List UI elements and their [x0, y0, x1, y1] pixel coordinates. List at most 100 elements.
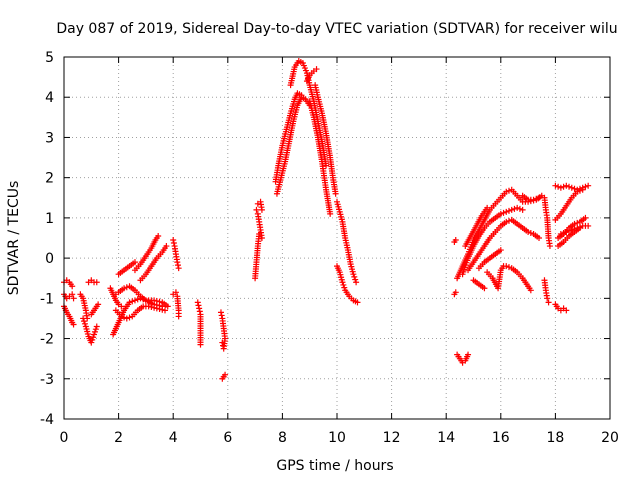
- x-tick-label: 18: [546, 430, 564, 446]
- data-point: [465, 351, 472, 358]
- data-point: [544, 295, 551, 302]
- data-point: [568, 184, 575, 191]
- data-point: [545, 299, 552, 306]
- data-point: [218, 312, 225, 319]
- data-point: [571, 225, 578, 232]
- data-point: [88, 339, 95, 346]
- data-point: [70, 321, 77, 328]
- data-point: [196, 308, 203, 315]
- data-point: [220, 345, 227, 352]
- data-point: [557, 230, 564, 237]
- data-point: [484, 204, 491, 211]
- data-point: [172, 289, 179, 296]
- data-point: [118, 313, 125, 320]
- y-tick-label: 0: [45, 251, 54, 267]
- data-point: [194, 299, 201, 306]
- x-tick-label: 6: [223, 430, 232, 446]
- data-point: [497, 210, 504, 217]
- data-point: [576, 223, 583, 230]
- data-point: [121, 285, 128, 292]
- data-point: [175, 265, 182, 272]
- data-point: [574, 188, 581, 195]
- data-point: [217, 309, 224, 316]
- y-tick-label: -1: [40, 291, 54, 307]
- data-point: [452, 289, 459, 296]
- data-point: [582, 183, 589, 190]
- data-point: [69, 283, 76, 290]
- data-point: [527, 229, 534, 236]
- data-point: [123, 315, 130, 322]
- data-point: [519, 206, 526, 213]
- data-point: [170, 237, 177, 244]
- x-axis-label: GPS time / hours: [276, 458, 393, 474]
- x-tick-label: 8: [278, 430, 287, 446]
- x-tick-label: 4: [169, 430, 178, 446]
- data-point: [196, 305, 203, 312]
- data-point: [552, 182, 559, 189]
- data-point: [503, 263, 510, 270]
- data-point: [352, 276, 359, 283]
- data-point: [525, 228, 532, 235]
- data-point: [503, 208, 510, 215]
- data-point: [258, 206, 265, 213]
- data-point: [500, 209, 507, 216]
- data-point: [585, 222, 592, 229]
- data-point: [151, 304, 158, 311]
- data-point: [574, 219, 581, 226]
- data-point: [222, 371, 229, 378]
- data-point: [219, 339, 226, 346]
- data-point: [505, 207, 512, 214]
- data-point: [134, 296, 141, 303]
- data-point: [253, 206, 260, 213]
- data-point: [162, 307, 169, 314]
- data-point: [339, 279, 346, 286]
- data-point: [174, 259, 181, 266]
- y-tick-label: -2: [40, 332, 54, 348]
- data-point: [353, 279, 360, 286]
- grid-lines: [64, 57, 610, 419]
- data-point: [131, 259, 138, 266]
- data-point: [530, 196, 537, 203]
- data-point: [170, 240, 177, 247]
- data-point: [80, 315, 87, 322]
- data-point: [93, 279, 100, 286]
- data-point: [258, 235, 265, 241]
- data-point: [497, 247, 504, 254]
- data-point: [571, 220, 578, 227]
- data-point: [557, 184, 564, 191]
- data-point: [566, 183, 573, 190]
- data-point: [81, 318, 88, 325]
- x-tick-label: 0: [60, 430, 69, 446]
- data-point: [156, 306, 163, 313]
- data-point: [81, 320, 88, 327]
- data-point: [118, 303, 125, 310]
- data-point: [153, 305, 160, 312]
- data-point: [568, 226, 575, 233]
- data-point: [126, 299, 133, 306]
- x-tick-label: 2: [114, 430, 123, 446]
- data-point: [332, 190, 339, 197]
- data-point: [536, 194, 543, 201]
- data-point: [91, 328, 98, 335]
- data-point: [91, 331, 98, 338]
- data-point: [197, 341, 204, 348]
- data-point: [579, 186, 586, 193]
- x-tick-label: 12: [383, 430, 401, 446]
- data-point: [155, 232, 162, 239]
- x-tick-label: 10: [328, 430, 346, 446]
- data-point: [159, 306, 166, 313]
- data-point: [563, 228, 570, 235]
- data-point: [164, 303, 171, 310]
- y-tick-label: -3: [40, 372, 54, 388]
- data-point: [89, 336, 96, 343]
- data-point: [69, 291, 76, 298]
- data-point: [126, 314, 133, 321]
- data-point: [546, 243, 553, 250]
- data-point: [131, 297, 138, 304]
- data-point: [145, 303, 152, 310]
- x-tick-label: 14: [437, 430, 455, 446]
- data-point: [560, 229, 567, 236]
- data-point: [175, 313, 182, 320]
- data-point: [163, 243, 170, 250]
